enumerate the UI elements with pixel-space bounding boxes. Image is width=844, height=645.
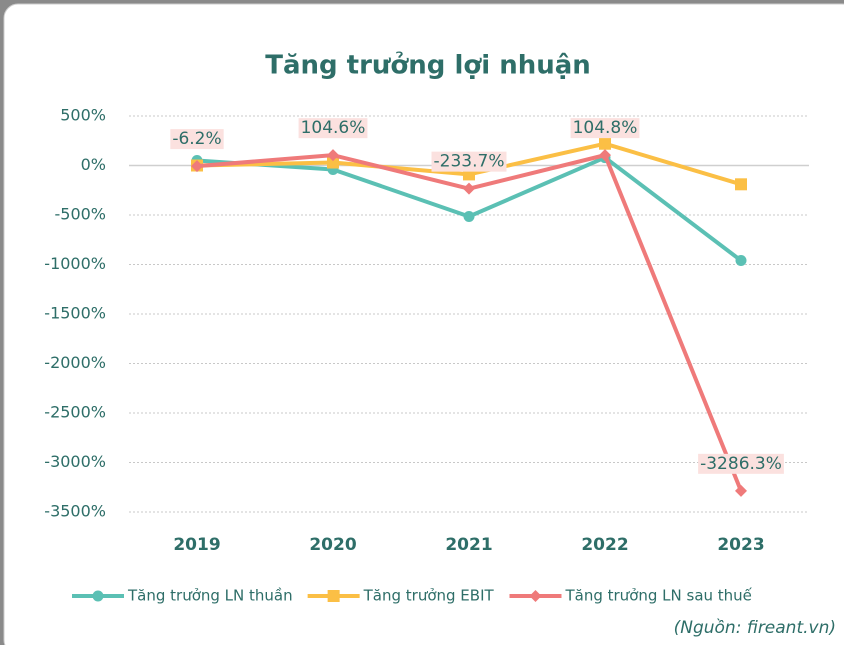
chart-title: Tăng trưởng lợi nhuận (265, 50, 591, 81)
y-tick-label: -1500% (44, 304, 106, 323)
legend-label: Tăng trưởng LN sau thuế (564, 587, 752, 605)
data-label-text: -233.7% (434, 152, 505, 172)
y-tick-label: -500% (54, 205, 106, 224)
y-tick-label: -3000% (44, 452, 106, 471)
y-tick-label: -1000% (44, 254, 106, 273)
x-tick-label: 2023 (717, 535, 764, 555)
marker (463, 182, 475, 195)
marker (327, 156, 339, 169)
marker (191, 160, 203, 173)
y-tick-label: -3500% (44, 502, 106, 521)
x-tick-label: 2021 (445, 535, 492, 555)
x-tick-label: 2022 (581, 535, 628, 555)
data-label-text: 104.6% (301, 118, 366, 138)
legend-label: Tăng trưởng LN thuần (127, 587, 293, 605)
y-tick-label: 0% (81, 155, 106, 174)
data-label-bg (298, 118, 368, 139)
data-label-bg (431, 151, 507, 172)
marker (599, 137, 611, 150)
data-label: -233.7% (431, 151, 507, 172)
data-label-bg (170, 129, 224, 150)
marker (735, 178, 747, 191)
marker (92, 590, 104, 602)
data-label-bg (698, 453, 784, 474)
marker (599, 149, 611, 162)
x-tick-label: 2019 (173, 535, 220, 555)
legend-label: Tăng trưởng EBIT (363, 587, 495, 605)
y-tick-label: 500% (60, 106, 106, 125)
marker (327, 149, 339, 162)
data-label-text: -3286.3% (700, 454, 782, 474)
data-label: 104.6% (298, 118, 368, 139)
y-tick-label: -2000% (44, 353, 106, 372)
x-tick-label: 2020 (309, 535, 356, 555)
marker (463, 210, 475, 222)
source: (Nguồn: fireant.vn) (674, 617, 836, 638)
data-label-text: -6.2% (172, 129, 221, 149)
marker (327, 590, 340, 602)
marker (735, 484, 747, 497)
data-label: 104.8% (570, 118, 640, 139)
marker (735, 255, 747, 267)
data-label: -3286.3% (698, 453, 784, 474)
marker (529, 590, 542, 602)
data-label-text: 104.8% (573, 118, 638, 138)
y-tick-label: -2500% (44, 403, 106, 422)
data-label: -6.2% (170, 129, 224, 150)
data-label-bg (570, 118, 640, 139)
